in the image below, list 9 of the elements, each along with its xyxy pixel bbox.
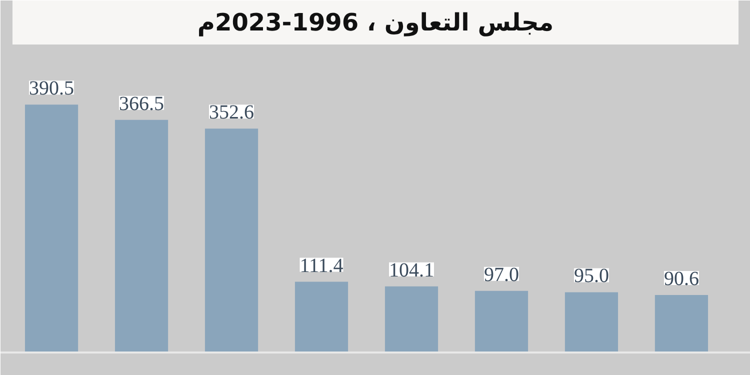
data-label: 97.0 [484, 264, 519, 286]
data-label: 352.6 [209, 102, 254, 124]
chart-title: مجلس التعاون ، 1996-2023م [197, 8, 554, 36]
data-label: 95.0 [574, 265, 609, 288]
data-label: 366.5 [119, 92, 164, 115]
data-label: 390.5 [29, 78, 74, 100]
data-label: 111.4 [300, 254, 344, 277]
data-label: 104.1 [388, 259, 434, 282]
data-label: 90.6 [664, 268, 699, 290]
